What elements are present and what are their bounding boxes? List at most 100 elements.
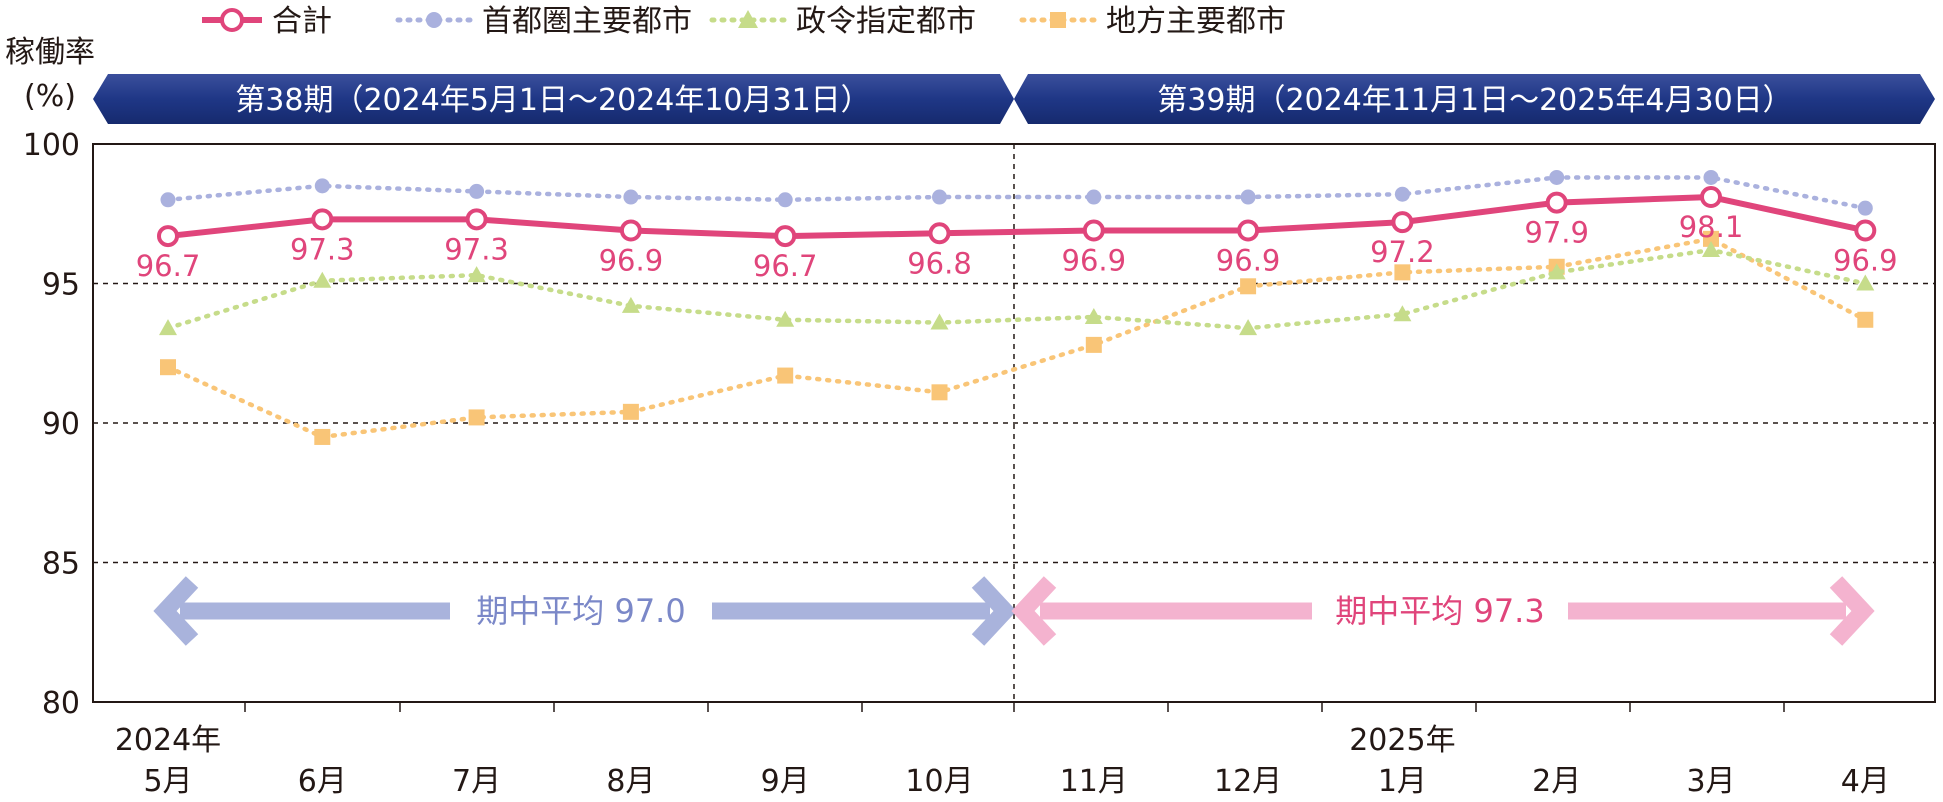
average-arrow-39: 期中平均 97.3	[1011, 576, 1875, 646]
data-point	[777, 367, 794, 384]
data-point	[1084, 307, 1103, 324]
average-label-39: 期中平均 97.3	[1335, 592, 1544, 630]
data-point	[311, 208, 334, 231]
legend-item-metro: 首都圏主要都市	[395, 4, 692, 39]
data-point	[774, 225, 797, 248]
x-tick-label: 6月	[298, 764, 347, 799]
data-point	[622, 403, 639, 420]
data-point	[1700, 186, 1722, 209]
data-point	[1394, 186, 1410, 202]
y-tick-label: 100	[23, 128, 80, 163]
data-point	[1702, 241, 1720, 258]
data-point	[1085, 336, 1102, 353]
data-label: 97.3	[290, 232, 355, 266]
y-axis-ticks: 100 95 90 85 80	[23, 128, 80, 721]
data-point	[160, 192, 176, 208]
data-point	[1547, 263, 1566, 280]
data-point	[1240, 278, 1257, 295]
y-axis-label: 稼働率	[5, 35, 95, 70]
data-point	[1854, 219, 1877, 242]
data-label: 96.7	[136, 249, 201, 283]
data-label: 96.9	[1833, 243, 1898, 277]
data-label: 96.9	[1062, 243, 1127, 277]
data-point	[1391, 211, 1414, 234]
data-point	[621, 296, 640, 313]
year-label: 2024年	[115, 723, 221, 758]
y-tick-label: 95	[42, 268, 80, 303]
data-point	[1703, 230, 1719, 247]
x-tick-label: 9月	[761, 764, 810, 799]
period-label-39: 第39期（2024年11月1日～2025年4月30日）	[1157, 83, 1792, 118]
data-point	[314, 178, 330, 194]
gridlines	[93, 282, 1935, 564]
series-layer: 96.7 97.3 97.3 96.9 96.7 96.8 96.9 96.9 97.2 97.9…	[136, 169, 1898, 445]
x-tick-label: 3月	[1686, 764, 1735, 799]
series-line	[165, 247, 1868, 331]
legend: 合計 首都圏主要都市 政令指定都市 地方主要都市	[202, 4, 1286, 39]
series-line	[165, 236, 1868, 440]
data-point	[623, 189, 639, 205]
data-point	[157, 225, 179, 248]
data-point	[469, 183, 485, 199]
x-axis: 5月 6月 7月 8月 9月 10月 11月 12月 1月 2月 3月 4月 2024年 2025年	[115, 702, 1890, 799]
data-label: 97.2	[1370, 235, 1435, 269]
series-0: 96.7 97.3 97.3 96.9 96.7 96.8 96.9 96.9 97.2 97.9…	[136, 186, 1898, 283]
legend-item-total: 合計	[202, 4, 332, 39]
data-point	[1549, 169, 1565, 185]
y-tick-label: 85	[42, 547, 80, 582]
data-point	[1393, 305, 1412, 322]
series-line	[167, 194, 1866, 240]
legend-item-designated: 政令指定都市	[709, 4, 976, 39]
x-tick-label: 2月	[1532, 764, 1581, 799]
data-point	[313, 271, 332, 288]
data-point	[467, 266, 486, 283]
legend-item-regional: 地方主要都市	[1019, 4, 1286, 39]
x-tick-label: 12月	[1214, 764, 1282, 799]
x-tick-label: 8月	[606, 764, 655, 799]
y-axis-unit: (%)	[24, 79, 76, 114]
data-label: 96.7	[753, 249, 818, 283]
data-point	[777, 192, 793, 208]
data-point	[1856, 274, 1875, 291]
data-point	[1240, 189, 1256, 205]
data-point	[160, 359, 176, 376]
data-point	[1082, 219, 1105, 242]
data-point	[932, 189, 947, 205]
x-tick-label: 11月	[1060, 764, 1128, 799]
data-point	[468, 409, 485, 426]
legend-label-regional: 地方主要都市	[1106, 4, 1286, 39]
legend-label-metro: 首都圏主要都市	[482, 4, 692, 39]
data-point	[1545, 191, 1568, 214]
data-label: 97.3	[444, 232, 509, 266]
data-point	[931, 384, 948, 401]
period-banner-39: 第39期（2024年11月1日～2025年4月30日）	[1014, 74, 1935, 124]
data-point	[930, 313, 949, 330]
x-tick-label: 7月	[452, 764, 501, 799]
y-tick-label: 80	[42, 686, 80, 721]
data-point	[1857, 311, 1874, 328]
series-3	[160, 230, 1874, 445]
data-label: 98.1	[1679, 210, 1744, 244]
x-tick-label: 4月	[1841, 764, 1890, 799]
legend-label-total: 合計	[272, 4, 332, 39]
series-2	[159, 241, 1875, 336]
average-arrow-38: 期中平均 97.0	[153, 576, 1017, 646]
year-label: 2025年	[1349, 723, 1455, 758]
series-1	[160, 169, 1873, 216]
legend-label-designated: 政令指定都市	[796, 4, 976, 39]
data-label: 96.9	[1216, 243, 1281, 277]
data-label: 96.8	[907, 246, 972, 280]
data-point	[314, 428, 331, 445]
data-point	[619, 219, 642, 242]
data-point	[776, 310, 795, 327]
data-label: 96.9	[599, 243, 664, 277]
series-line	[165, 175, 1868, 211]
x-tick-label: 10月	[905, 764, 973, 799]
data-point	[1086, 189, 1102, 205]
average-label-38: 期中平均 97.0	[476, 592, 685, 630]
y-tick-label: 90	[42, 407, 80, 442]
data-point	[159, 319, 177, 336]
data-point	[1703, 169, 1719, 185]
x-tick-label: 1月	[1378, 764, 1427, 799]
